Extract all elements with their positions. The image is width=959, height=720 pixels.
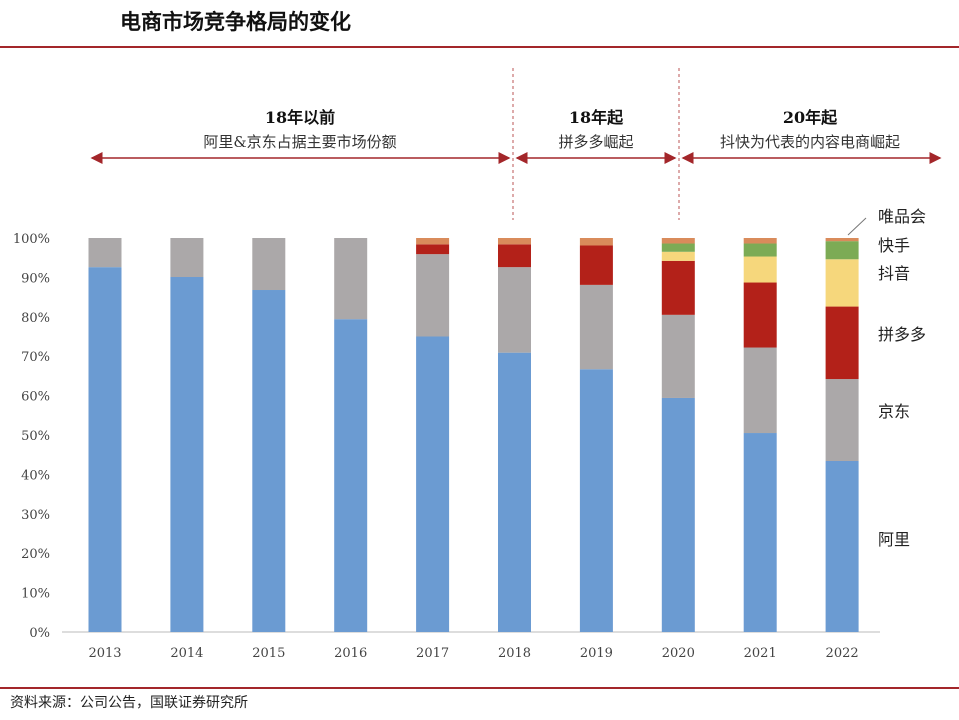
phase-subtitle: 拼多多崛起: [558, 133, 633, 151]
bar-segment-2021-0: [743, 433, 777, 632]
phase-title: 18年起: [569, 108, 624, 127]
bar-segment-2021-1: [743, 347, 777, 434]
bar-segment-2022-1: [825, 379, 859, 462]
bar-segment-2015-1: [252, 238, 286, 291]
bar-segment-2019-5: [579, 238, 613, 246]
legend-label: 阿里: [878, 530, 910, 549]
legend-label: 拼多多: [878, 325, 926, 344]
bar-segment-2020-2: [661, 260, 695, 315]
y-tick-label: 60%: [21, 390, 50, 405]
bar-segment-2022-2: [825, 306, 859, 380]
phase-annotations: 18年以前 阿里&京东占据主要市场份额 18年起 拼多多崛起 20年起 抖快为代…: [90, 68, 942, 220]
x-tick-label: 2013: [88, 646, 121, 661]
bar-segment-2017-5: [416, 238, 450, 245]
bar-segment-2018-0: [498, 352, 531, 632]
bar-segment-2021-2: [743, 282, 777, 348]
y-tick-label: 20%: [21, 547, 50, 562]
bottom-divider: [0, 687, 959, 689]
phase-title: 18年以前: [265, 108, 335, 127]
legend-label: 京东: [878, 402, 910, 421]
phase-subtitle: 阿里&京东占据主要市场份额: [203, 133, 396, 151]
x-tick-label: 2021: [744, 646, 777, 661]
top-divider: [0, 46, 959, 48]
bar-segment-2020-3: [661, 251, 695, 261]
bar-segment-2013-0: [88, 267, 122, 632]
bar-segment-2017-0: [416, 336, 450, 632]
x-tick-label: 2015: [252, 646, 285, 661]
bar-segment-2021-5: [743, 238, 777, 244]
bar-segment-2013-1: [88, 238, 122, 268]
legend-label: 唯品会: [878, 207, 926, 226]
bar-segment-2014-0: [170, 277, 204, 632]
bar-segment-2014-1: [170, 238, 204, 278]
bar-segment-2020-0: [661, 397, 695, 632]
x-tick-label: 2017: [416, 646, 449, 661]
x-tick-label: 2014: [170, 646, 203, 661]
y-tick-label: 10%: [21, 587, 50, 602]
phase-subtitle: 抖快为代表的内容电商崛起: [720, 133, 900, 151]
x-tick-label: 2018: [498, 646, 531, 661]
bar-segment-2020-4: [661, 243, 695, 252]
bar-segment-2017-1: [416, 254, 450, 337]
legend-label: 抖音: [878, 264, 910, 283]
bar-segment-2021-3: [743, 256, 777, 283]
y-tick-label: 0%: [29, 626, 50, 641]
bar-segment-2022-4: [825, 241, 859, 260]
y-tick-label: 100%: [13, 232, 50, 247]
bar-segment-2022-0: [825, 461, 859, 632]
y-tick-label: 70%: [21, 350, 50, 365]
bar-segment-2015-0: [252, 290, 286, 632]
bar-segment-2019-2: [579, 245, 613, 285]
bar-segment-2018-5: [498, 238, 531, 245]
bar-segment-2018-1: [498, 267, 531, 353]
y-tick-label: 40%: [21, 468, 50, 483]
x-tick-label: 2016: [334, 646, 367, 661]
x-tick-label: 2019: [580, 646, 613, 661]
bar-segment-2018-2: [498, 244, 531, 268]
bar-segment-2017-2: [416, 244, 450, 255]
y-tick-label: 50%: [21, 429, 50, 444]
y-tick-label: 90%: [21, 271, 50, 286]
phase-title: 20年起: [783, 108, 838, 127]
legend-leader-line: [847, 217, 867, 236]
bar-segment-2016-0: [334, 319, 368, 632]
x-tick-label: 2022: [826, 646, 859, 661]
bar-segment-2019-0: [579, 369, 613, 632]
bar-segment-2021-4: [743, 243, 777, 257]
bar-segment-2020-5: [661, 238, 695, 244]
y-tick-label: 80%: [21, 311, 50, 326]
bar-segment-2022-5: [825, 238, 859, 242]
bar-segment-2020-1: [661, 314, 695, 398]
bar-segment-2022-3: [825, 259, 859, 307]
bar-segment-2019-1: [579, 284, 613, 370]
page-title: 电商市场竞争格局的变化: [120, 9, 351, 34]
x-tick-label: 2020: [662, 646, 695, 661]
bar-segment-2016-1: [334, 238, 368, 320]
source-note: 资料来源：公司公告，国联证券研究所: [10, 695, 248, 711]
legend-label: 快手: [878, 236, 910, 255]
y-tick-label: 30%: [21, 508, 50, 523]
